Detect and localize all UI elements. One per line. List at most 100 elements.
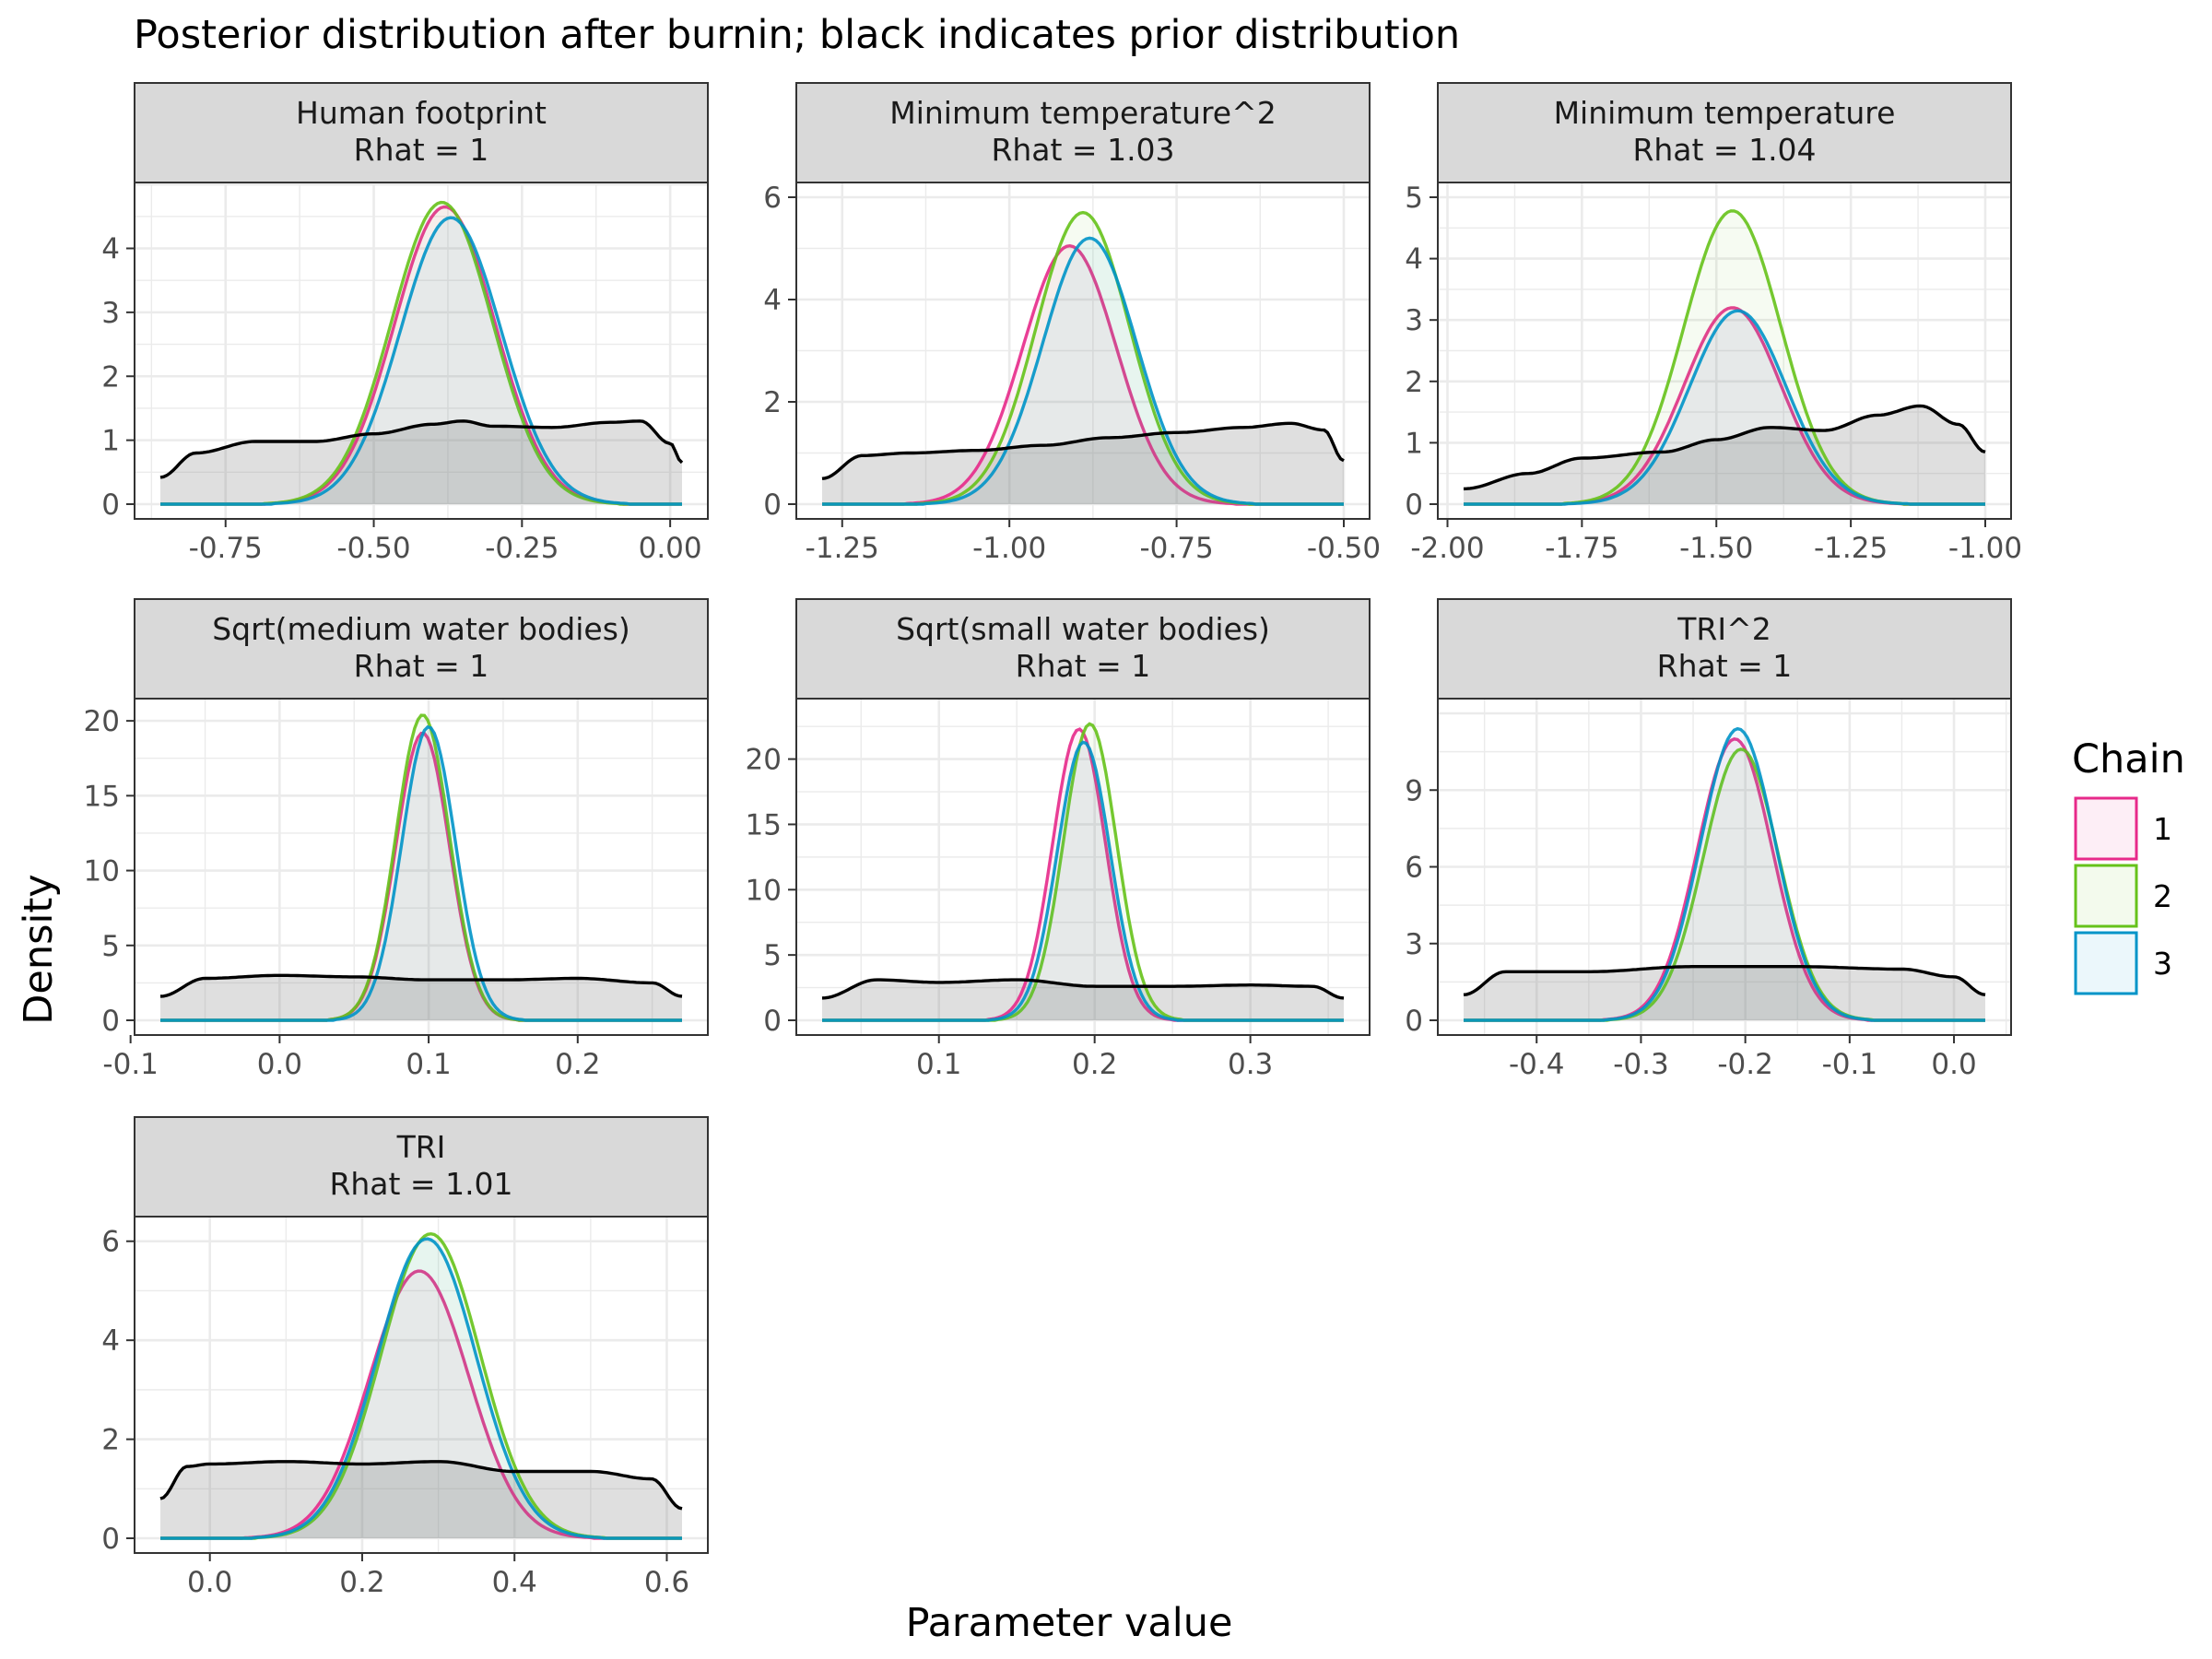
facet-strip	[1437, 82, 2012, 183]
chain-2-area	[822, 724, 1344, 1020]
y-tick-label: 5	[1405, 182, 1423, 215]
chain-3-area	[160, 1239, 682, 1538]
prior-density-line	[159, 1460, 683, 1511]
panel-border	[134, 182, 709, 520]
chain-3-density-line	[822, 740, 1344, 1022]
prior-area	[1464, 406, 1985, 504]
chain-3-area	[160, 218, 682, 504]
density-curves	[159, 200, 684, 506]
legend-item-1: 1	[2074, 796, 2172, 861]
density-curves	[1463, 209, 1986, 506]
chain-2-area	[1464, 748, 1985, 1020]
chain-2-area	[160, 715, 682, 1020]
chain-1-area	[160, 733, 682, 1020]
legend-label: 3	[2153, 946, 2172, 982]
facet-rhat: Rhat = 1.01	[329, 1166, 512, 1202]
gridlines	[796, 699, 1370, 1035]
x-tick-label: 0.0	[1931, 1048, 1976, 1081]
chain-1-area	[160, 206, 682, 504]
y-tick-label: 10	[746, 874, 782, 907]
x-tick-label: 0.2	[1072, 1048, 1117, 1081]
x-tick-label: -1.50	[1679, 532, 1753, 565]
chain-1-area	[1464, 308, 1985, 504]
prior-density-line	[821, 978, 1345, 1000]
y-tick-label: 1	[1405, 427, 1423, 460]
facet-rhat: Rhat = 1	[1016, 648, 1151, 684]
prior-density-line	[1463, 404, 1986, 491]
y-tick-label: 6	[1405, 852, 1423, 885]
chain-1-area	[1464, 738, 1985, 1020]
facet-rhat: Rhat = 1.04	[1632, 132, 1816, 168]
legend-key	[2074, 796, 2138, 861]
x-tick-label: -2.00	[1410, 532, 1484, 565]
facet-strip	[134, 598, 709, 700]
x-tick-label: -0.50	[336, 532, 410, 565]
chain-3-density-line	[160, 216, 682, 506]
y-tick-label: 10	[84, 855, 120, 888]
x-tick-label: -0.2	[1717, 1048, 1773, 1081]
panel-border	[795, 698, 1371, 1036]
y-tick-label: 0	[101, 1005, 120, 1038]
x-tick-label: 0.1	[406, 1048, 451, 1081]
prior-density-line	[1463, 965, 1986, 996]
x-tick-label: 0.6	[644, 1566, 689, 1599]
x-tick-label: 0.0	[187, 1566, 232, 1599]
legend-item-2: 2	[2074, 864, 2172, 928]
legend-item-3: 3	[2074, 931, 2172, 995]
prior-area	[1464, 966, 1985, 1020]
gridlines	[796, 182, 1370, 519]
y-tick-label: 2	[763, 386, 782, 419]
y-tick-label: 5	[101, 930, 120, 963]
chain-2-area	[160, 202, 682, 504]
y-tick-label: 2	[101, 1424, 120, 1457]
legend-key	[2074, 864, 2138, 928]
legend-items: 1 2 3	[2074, 796, 2172, 995]
prior-area	[822, 980, 1344, 1020]
facet-label: TRI^2	[1677, 611, 1771, 647]
facet-label: TRI	[396, 1129, 446, 1165]
y-tick-label: 0	[1405, 488, 1423, 522]
gridlines	[135, 182, 708, 519]
x-axis-title: Parameter value	[906, 1600, 1233, 1646]
x-tick-label: -0.3	[1613, 1048, 1669, 1081]
density-curves	[159, 1231, 683, 1540]
x-tick-label: -0.50	[1307, 532, 1381, 565]
chain-3-area	[822, 742, 1344, 1020]
facet-sqrt-medium-water-bodies: Sqrt(medium water bodies)Rhat = 1 -0.1 0.0…	[84, 598, 709, 1081]
y-tick-label: 9	[1405, 774, 1423, 807]
chain-1-area	[160, 1271, 682, 1538]
panel-border	[1437, 182, 2012, 520]
facet-strip	[795, 82, 1371, 183]
chain-legend: Chain 1 2 3	[2072, 736, 2185, 995]
facet-rhat: Rhat = 1	[354, 648, 489, 684]
x-tick-label: -0.1	[1822, 1048, 1878, 1081]
x-tick-label: 0.2	[555, 1048, 600, 1081]
x-tick-label: -0.25	[485, 532, 559, 565]
facet-label: Sqrt(medium water bodies)	[212, 611, 630, 647]
x-tick-label: -1.00	[972, 532, 1046, 565]
facet-strip	[134, 82, 709, 183]
facet-rhat: Rhat = 1.03	[991, 132, 1174, 168]
y-tick-label: 3	[1405, 304, 1423, 337]
legend-label: 2	[2153, 878, 2172, 914]
prior-area	[160, 1461, 682, 1538]
facet-label: Minimum temperature^2	[889, 95, 1277, 131]
y-tick-label: 4	[101, 1324, 120, 1358]
y-tick-label: 0	[763, 1005, 782, 1038]
y-tick-label: 15	[746, 808, 782, 841]
y-tick-label: 20	[746, 744, 782, 777]
legend-title: Chain	[2072, 736, 2185, 782]
y-tick-label: 6	[101, 1226, 120, 1259]
chain-3-density-line	[160, 724, 682, 1022]
y-tick-label: 0	[101, 1523, 120, 1556]
y-tick-label: 2	[101, 360, 120, 394]
x-tick-label: -0.75	[189, 532, 263, 565]
prior-density-line	[159, 973, 683, 998]
chain-1-area	[822, 245, 1344, 504]
y-tick-label: 0	[1405, 1005, 1423, 1038]
facet-rhat: Rhat = 1	[354, 132, 489, 168]
density-curves	[159, 713, 683, 1022]
